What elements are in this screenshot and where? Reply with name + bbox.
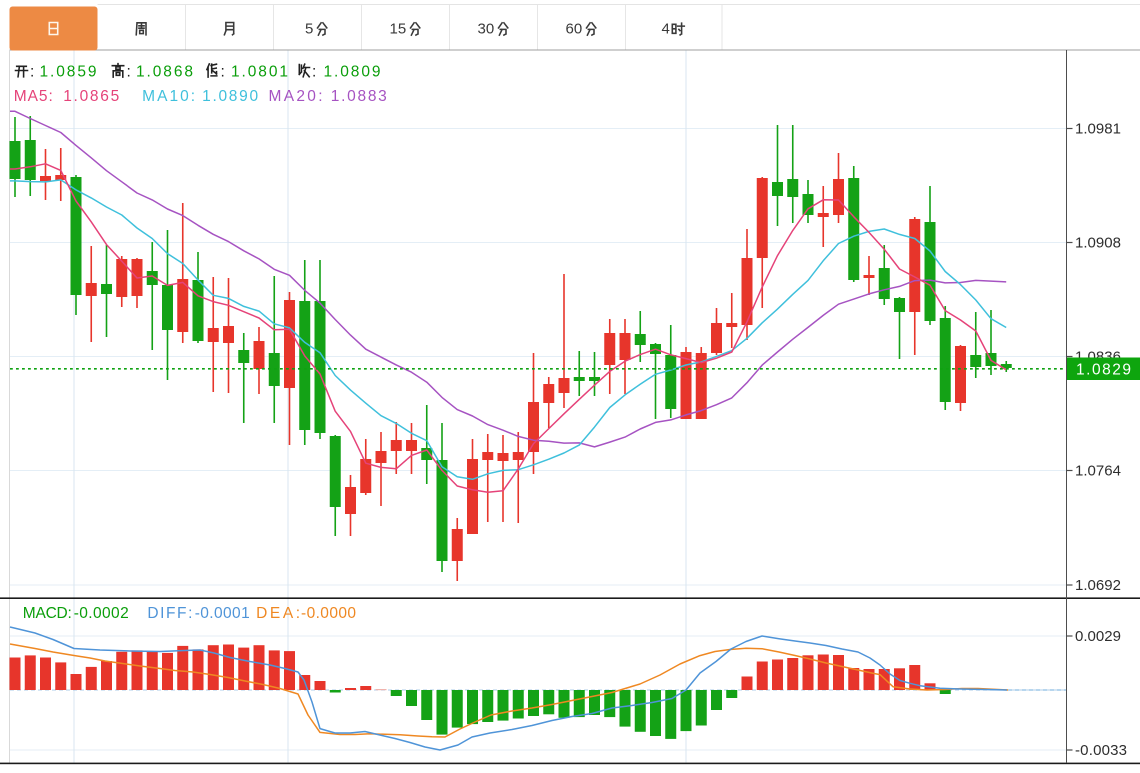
svg-text:30: 30 — [478, 21, 495, 38]
svg-text:1.0908: 1.0908 — [1075, 235, 1121, 252]
svg-text:MA20:: MA20: — [269, 88, 323, 105]
svg-text:1.0883: 1.0883 — [331, 88, 387, 105]
svg-text:DEA:: DEA: — [256, 605, 300, 622]
svg-text:1.0865: 1.0865 — [63, 88, 119, 105]
svg-text::: : — [221, 64, 225, 81]
svg-text:1.0692: 1.0692 — [1075, 577, 1121, 594]
svg-text:1.0764: 1.0764 — [1075, 463, 1121, 480]
svg-text::: : — [312, 64, 316, 81]
svg-text:4: 4 — [662, 21, 670, 38]
svg-text:-0.0002: -0.0002 — [74, 605, 129, 622]
svg-text:DIFF:: DIFF: — [147, 605, 192, 622]
svg-text:MA5:: MA5: — [14, 88, 53, 105]
svg-text:60: 60 — [566, 21, 583, 38]
svg-text:0.0029: 0.0029 — [1075, 628, 1121, 645]
svg-text:-0.0033: -0.0033 — [1075, 742, 1127, 759]
svg-text:MACD:: MACD: — [23, 605, 72, 622]
svg-text:-0.0000: -0.0000 — [301, 605, 356, 622]
svg-text:1.0829: 1.0829 — [1076, 362, 1131, 379]
svg-text:1.0809: 1.0809 — [324, 64, 381, 81]
svg-text:15: 15 — [390, 21, 407, 38]
svg-text:1.0981: 1.0981 — [1075, 121, 1121, 138]
svg-text:1.0801: 1.0801 — [231, 64, 288, 81]
svg-text:1.0890: 1.0890 — [202, 88, 258, 105]
svg-text:MA10:: MA10: — [142, 88, 195, 105]
svg-text:-0.0001: -0.0001 — [195, 605, 250, 622]
svg-text:1.0859: 1.0859 — [40, 64, 97, 81]
svg-text:5: 5 — [305, 21, 313, 38]
svg-text::: : — [127, 64, 131, 81]
svg-text:1.0868: 1.0868 — [136, 64, 193, 81]
svg-text::: : — [30, 64, 34, 81]
